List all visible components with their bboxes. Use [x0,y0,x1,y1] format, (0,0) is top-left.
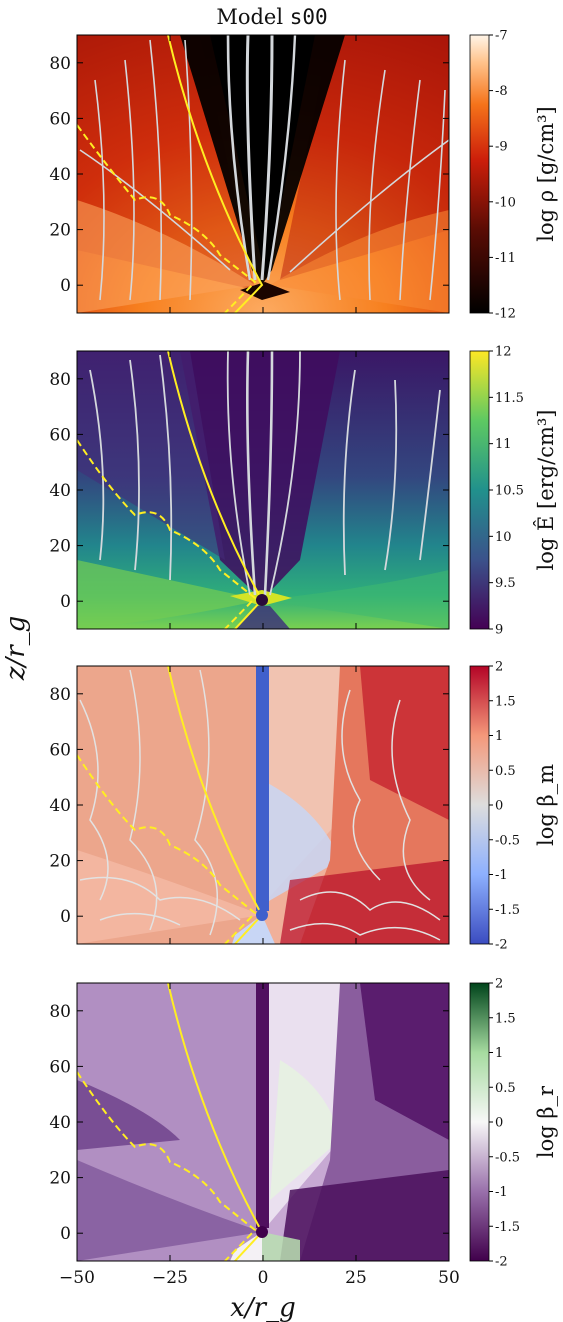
beta-m-black-hole [256,909,268,921]
y-tick-label: 40 [49,481,71,501]
y-axis-label: z/r_g [1,616,31,682]
y-tick-label: 60 [49,1057,71,1077]
colorbar-tick-label: 0.5 [495,1081,516,1096]
density-contours [77,35,264,313]
beta-m-colorbar-label: log β_m [534,764,558,846]
figure-title: Model s00 [216,5,327,29]
y-tick-label: 80 [49,54,71,74]
axis-ticks: 020406080-12-11-10-9-8-702040608099.5101… [49,29,524,1289]
y-tick-label: 80 [49,685,71,705]
colorbar-tick-label: 0 [495,799,503,814]
y-tick-label: 20 [49,537,71,557]
colorbar-tick-label: 11.5 [495,391,524,406]
x-tick-label: −50 [59,1268,95,1288]
colorbar-tick-label: 1 [495,729,503,744]
colorbar-tick-label: 1.5 [495,694,516,709]
colorbar-tick-label: 1.5 [495,1011,516,1026]
panel-beta-r: log β_r [76,982,558,1262]
y-tick-label: 0 [60,276,71,296]
y-tick-label: 20 [49,221,71,241]
beta-r-colorbar-label: log β_r [534,1085,558,1158]
colorbar-tick-label: 10 [495,530,512,545]
y-tick-label: 20 [49,1169,71,1189]
colorbar-tick-label: -1 [495,1185,508,1200]
colorbar-tick-label: 11 [495,437,512,452]
colorbar-tick-label: -0.5 [495,833,520,848]
colorbar-tick-label: -10 [495,195,516,210]
panel-beta-m: log β_m [76,665,558,945]
energy-colorbar-label: log Ê [erg/cm³] [534,410,558,571]
y-tick-label: 40 [49,1113,71,1133]
beta-r-colorbar [469,982,490,1262]
energy-heatmap [77,351,449,629]
y-tick-label: 20 [49,852,71,872]
colorbar-tick-label: -12 [495,307,516,322]
colorbar-tick-label: 12 [495,345,512,360]
energy-colorbar [469,350,490,630]
density-colorbar [469,34,490,314]
panel-energy: log Ê [erg/cm³] [76,350,558,630]
y-tick-label: 0 [60,592,71,612]
y-tick-label: 40 [49,796,71,816]
colorbar-tick-label: -2 [495,938,508,953]
beta-r-black-hole [256,1226,268,1238]
density-colorbar-label: log ρ [g/cm³] [534,106,558,242]
x-tick-label: 50 [438,1268,460,1288]
beta-m-heatmap [77,666,449,944]
colorbar-tick-label: -2 [495,1255,508,1270]
colorbar-tick-label: -1.5 [495,903,520,918]
y-tick-label: 0 [60,907,71,927]
colorbar-tick-label: 0 [495,1116,503,1131]
x-axis-label: x/r_g [230,1293,296,1322]
colorbar-tick-label: -1 [495,868,508,883]
x-tick-label: 0 [258,1268,269,1288]
colorbar-tick-label: 0.5 [495,764,516,779]
y-tick-label: 80 [49,370,71,390]
beta-r-heatmap [77,983,449,1261]
y-tick-label: 60 [49,425,71,445]
energy-contours [77,351,264,629]
colorbar-tick-label: -11 [495,251,516,266]
beta-m-contours [77,666,264,944]
density-streamlines [79,35,449,301]
colorbar-tick-label: 1 [495,1046,503,1061]
colorbar-tick-label: 10.5 [495,484,524,499]
y-tick-label: 60 [49,740,71,760]
colorbar-tick-label: -0.5 [495,1150,520,1165]
beta-m-colorbar [469,665,490,945]
y-tick-label: 40 [49,165,71,185]
colorbar-tick-label: -9 [495,140,508,155]
colorbar-tick-label: -1.5 [495,1220,520,1235]
colorbar-tick-label: -8 [495,84,508,99]
energy-streamlines [89,351,441,596]
beta-r-contours [77,983,264,1261]
colorbar-tick-label: -7 [495,29,508,44]
x-tick-label: 25 [345,1268,367,1288]
density-heatmap [77,35,449,313]
y-tick-label: 80 [49,1002,71,1022]
x-tick-label: −25 [152,1268,188,1288]
y-tick-label: 60 [49,109,71,129]
colorbar-tick-label: 2 [495,977,503,992]
panel-density: log ρ [g/cm³] [76,34,558,314]
colorbar-tick-label: 9 [495,623,503,638]
beta-m-contours-field [79,669,441,941]
y-tick-label: 0 [60,1224,71,1244]
colorbar-tick-label: 9.5 [495,576,516,591]
energy-black-hole [256,594,268,606]
colorbar-tick-label: 2 [495,660,503,675]
